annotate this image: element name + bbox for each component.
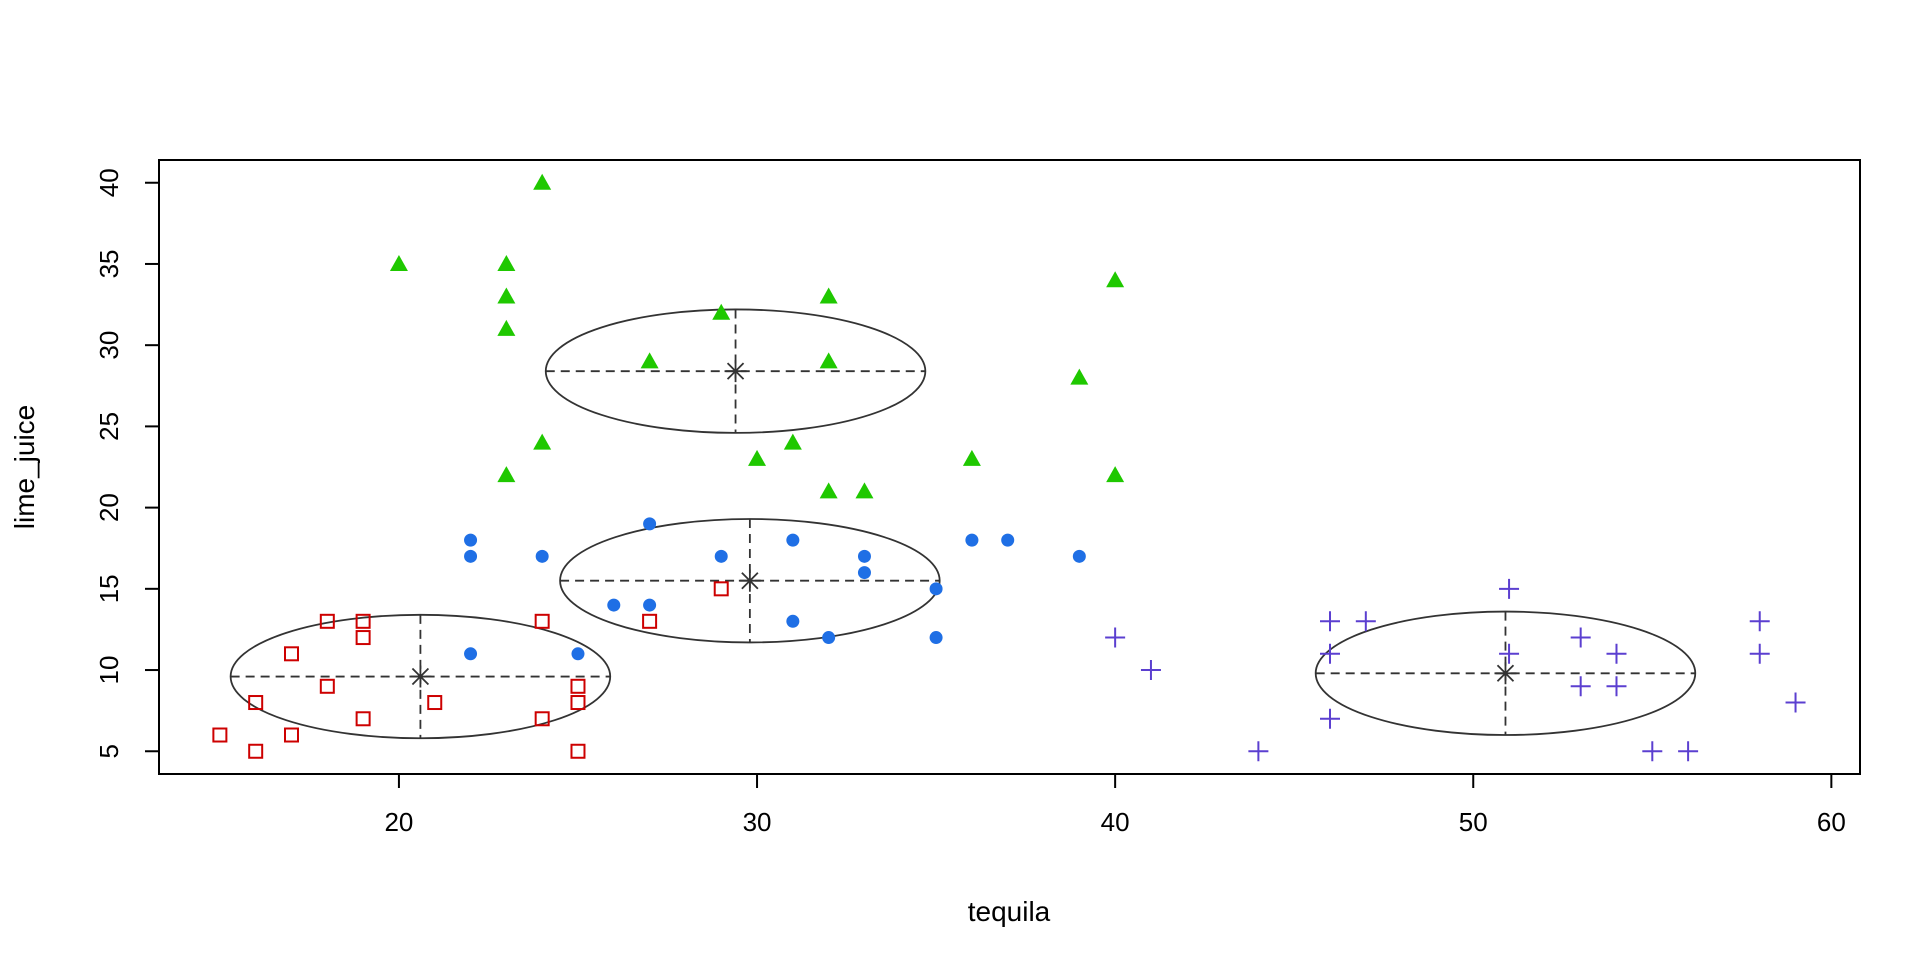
data-point-square (248, 695, 264, 711)
data-point-circle (643, 598, 657, 612)
data-point-square (283, 646, 299, 662)
data-point-square (570, 743, 586, 759)
y-tick-label: 15 (94, 574, 124, 603)
data-point-plus (1355, 611, 1376, 632)
data-point-circle (786, 533, 800, 547)
data-point-circle (822, 631, 836, 645)
data-point-circle (643, 517, 657, 531)
data-point-circle (965, 533, 979, 547)
data-point-square (248, 743, 264, 759)
y-tick-label: 30 (94, 331, 124, 360)
cluster-center-star (724, 360, 747, 383)
data-point-square (642, 613, 658, 629)
data-point-circle (857, 549, 871, 563)
data-point-plus (1749, 643, 1770, 664)
data-point-square (713, 581, 729, 597)
axes: 20 30 40 50 60 5 10 15 20 25 30 35 40 (94, 168, 1846, 837)
y-tick-label: 25 (94, 412, 124, 441)
y-tick-label: 40 (94, 168, 124, 197)
data-point-square (355, 613, 371, 629)
y-axis-label: lime_juice (9, 405, 40, 530)
data-point-triangle (819, 352, 838, 369)
data-point-square (570, 695, 586, 711)
data-point-triangle (1106, 271, 1125, 288)
data-point-square (427, 695, 443, 711)
data-point-triangle (497, 254, 516, 271)
data-point-circle (464, 533, 478, 547)
data-point-triangle (855, 482, 874, 499)
cluster-center-star (409, 665, 432, 688)
data-point-square (355, 711, 371, 727)
cluster-center-star (738, 569, 761, 592)
data-point-circle (929, 631, 943, 645)
data-point-plus (1570, 627, 1591, 648)
cluster-center-star (1494, 662, 1517, 685)
data-point-plus (1320, 643, 1340, 664)
cluster-ellipses (229, 308, 1697, 740)
data-point-square (534, 711, 550, 727)
data-point-plus (1499, 578, 1520, 599)
data-point-circle (1072, 549, 1086, 563)
data-point-circle (571, 647, 585, 661)
y-tick-label: 10 (94, 656, 124, 685)
data-point-square (319, 678, 335, 694)
data-point-triangle (819, 287, 838, 304)
data-point-circle (929, 582, 943, 596)
data-point-square (283, 727, 299, 743)
data-point-circle (714, 549, 728, 563)
data-point-square (570, 678, 586, 694)
data-points (212, 173, 1806, 762)
data-point-triangle (533, 173, 552, 190)
data-point-circle (857, 566, 871, 580)
data-point-circle (535, 549, 549, 563)
data-point-triangle (533, 433, 552, 450)
x-tick-label: 40 (1101, 807, 1130, 837)
data-point-circle (786, 614, 800, 628)
x-tick-label: 60 (1817, 807, 1846, 837)
data-point-plus (1320, 708, 1340, 729)
data-point-triangle (497, 287, 516, 304)
y-tick-label: 5 (94, 744, 124, 758)
data-point-triangle (1070, 368, 1089, 385)
data-point-plus (1140, 660, 1161, 681)
data-point-square (212, 727, 228, 743)
data-point-plus (1678, 741, 1699, 762)
data-point-plus (1606, 676, 1627, 697)
data-point-triangle (497, 466, 516, 483)
data-point-triangle (783, 433, 802, 450)
data-point-plus (1105, 627, 1126, 648)
data-point-circle (607, 598, 621, 612)
x-axis-label: tequila (968, 896, 1051, 927)
data-point-circle (464, 647, 478, 661)
x-tick-label: 30 (743, 807, 772, 837)
data-point-plus (1785, 692, 1806, 713)
data-point-triangle (1106, 466, 1125, 483)
x-tick-label: 20 (384, 807, 413, 837)
y-tick-label: 35 (94, 249, 124, 278)
data-point-triangle (497, 319, 516, 336)
data-point-circle (464, 549, 478, 563)
data-point-plus (1749, 611, 1770, 632)
data-point-plus (1642, 741, 1663, 762)
data-point-plus (1248, 741, 1269, 762)
data-point-square (534, 613, 550, 629)
data-point-circle (1001, 533, 1015, 547)
data-point-plus (1606, 643, 1627, 664)
data-point-triangle (962, 449, 981, 466)
data-point-square (355, 630, 371, 646)
data-point-plus (1499, 643, 1520, 664)
y-tick-label: 20 (94, 493, 124, 522)
data-point-triangle (640, 352, 659, 369)
x-tick-label: 50 (1459, 807, 1488, 837)
data-point-triangle (748, 449, 767, 466)
data-point-triangle (819, 482, 838, 499)
data-point-plus (1570, 676, 1591, 697)
data-point-triangle (389, 254, 408, 271)
data-point-triangle (712, 303, 731, 320)
data-point-plus (1320, 611, 1340, 632)
data-point-square (319, 613, 335, 629)
